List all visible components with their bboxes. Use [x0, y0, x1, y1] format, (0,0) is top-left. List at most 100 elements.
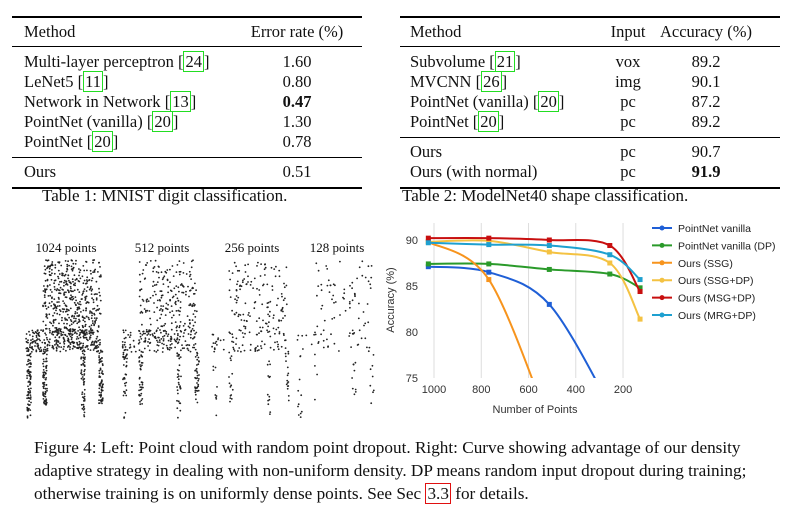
data-point	[546, 301, 552, 307]
legend-marker	[659, 277, 665, 283]
method-cell: PointNet [20]	[24, 131, 119, 152]
method-cell: Ours	[24, 162, 56, 182]
y-tick-label: 85	[406, 281, 418, 293]
method-name: LeNet5	[24, 72, 74, 91]
method-cell: PointNet (vanilla) [20]	[24, 111, 179, 132]
table-modelnet40: Method Input Accuracy (%) Subvolume [21] vox…	[400, 0, 780, 215]
table-rule	[400, 16, 780, 18]
table-rule	[12, 16, 362, 18]
table-rule	[400, 187, 780, 189]
data-point	[546, 237, 552, 243]
data-point	[425, 261, 431, 267]
point-cloud-label: 256 points	[224, 240, 280, 255]
method-name: Ours (with normal)	[410, 162, 538, 181]
method-name: MVCNN	[410, 72, 472, 91]
method-name: PointNet (vanilla)	[410, 92, 529, 111]
x-tick-label: 800	[472, 384, 490, 396]
y-tick-label: 80	[406, 327, 418, 339]
table-cell: 1.60	[282, 52, 312, 71]
citation-link[interactable]: 24	[183, 51, 204, 72]
table-cell: img	[615, 72, 641, 91]
data-point	[607, 271, 613, 277]
table-cell: 0.78	[282, 132, 312, 151]
section-link[interactable]: 3.3	[425, 483, 451, 504]
method-cell: MVCNN [26]	[410, 71, 508, 92]
citation-link[interactable]: 21	[494, 51, 516, 72]
table-cell: 1.30	[282, 112, 312, 131]
citation-link[interactable]: 11	[83, 71, 103, 92]
table-row: Ours pc 90.7	[400, 142, 780, 162]
table-cell: 87.2	[691, 92, 721, 111]
method-cell: Subvolume [21]	[410, 51, 521, 72]
table-cell: Input	[610, 22, 646, 41]
table-cell: pc	[620, 112, 636, 131]
table-cell: pc	[620, 92, 636, 111]
table-caption: Table 1: MNIST digit classification.	[42, 186, 288, 205]
method-cell: Multi-layer perceptron [24]	[24, 51, 210, 72]
method-name: Ours	[24, 162, 57, 181]
method-cell: Ours (with normal)	[410, 162, 537, 182]
data-point	[425, 264, 431, 270]
citation-link[interactable]: 26	[481, 71, 502, 92]
legend-marker	[659, 260, 665, 266]
accuracy-chart: 1000 800 600 400 200 90 85 80 75 Number of Points…	[385, 223, 775, 416]
method-cell: Ours	[410, 142, 442, 162]
method-cell: LeNet5 [11]	[24, 71, 109, 92]
table-cell: Method	[24, 22, 76, 41]
data-point	[486, 242, 492, 248]
method-name: PointNet (vanilla)	[24, 112, 143, 131]
point-cloud-label: 1024 points	[35, 240, 97, 255]
data-point	[637, 289, 643, 295]
data-point	[546, 243, 552, 249]
series-line	[427, 240, 533, 378]
table-row: PointNet [20] 0.78	[12, 131, 362, 152]
citation-link[interactable]: 20	[152, 111, 173, 132]
table-cell: Accuracy (%)	[659, 22, 753, 41]
table-cell: Error rate (%)	[250, 22, 344, 41]
table-cell: pc	[620, 142, 636, 161]
table-row: Multi-layer perceptron [24] 1.60	[12, 51, 362, 72]
y-axis-label: Accuracy (%)	[385, 267, 397, 332]
legend-marker	[659, 295, 665, 301]
citation-link[interactable]: 20	[478, 111, 499, 132]
citation-link[interactable]: 13	[170, 91, 191, 112]
method-cell: Network in Network [13]	[24, 91, 197, 112]
method-name: Network in Network	[24, 92, 161, 111]
data-point	[486, 269, 492, 275]
data-point	[425, 235, 431, 241]
legend-label: PointNet vanilla	[678, 223, 751, 235]
x-tick-label: 200	[614, 384, 632, 396]
method-name: Ours	[410, 142, 443, 161]
point-cloud-chair	[25, 259, 104, 419]
table-row: Method Input Accuracy (%)	[400, 22, 780, 42]
data-point	[486, 235, 492, 241]
legend-label: Ours (MSG+DP)	[678, 293, 755, 305]
point-cloud-label: 128 points	[309, 240, 365, 255]
table-row: Subvolume [21] vox 89.2	[400, 51, 780, 72]
data-point	[425, 240, 431, 246]
table-row: Ours 0.51	[12, 162, 362, 182]
table-cell: 90.1	[691, 72, 721, 91]
point-cloud-chair	[121, 259, 200, 419]
table-row: PointNet (vanilla) [20] 1.30	[12, 111, 362, 132]
table-cell: pc	[620, 162, 636, 181]
data-point	[546, 266, 552, 272]
table-row: MVCNN [26] img 90.1	[400, 71, 780, 92]
method-cell: PointNet (vanilla) [20]	[410, 91, 565, 112]
table-rule	[400, 137, 780, 138]
point-cloud-chair	[296, 260, 375, 418]
data-point	[607, 260, 613, 266]
data-point	[607, 252, 613, 258]
x-tick-label: 1000	[422, 384, 446, 396]
y-tick-label: 75	[406, 373, 418, 385]
method-name: Multi-layer perceptron	[24, 52, 174, 71]
series-line	[428, 265, 596, 378]
y-tick-label: 90	[406, 235, 418, 247]
table-cell: 91.9	[691, 162, 721, 181]
table-row: Ours (with normal) pc 91.9	[400, 162, 780, 182]
table-rule	[400, 46, 780, 47]
legend-label: Ours (SSG)	[678, 258, 733, 270]
citation-link[interactable]: 20	[92, 131, 113, 152]
citation-link[interactable]: 20	[538, 91, 559, 112]
figure-caption: Figure 4: Left: Point cloud with random …	[34, 438, 747, 504]
